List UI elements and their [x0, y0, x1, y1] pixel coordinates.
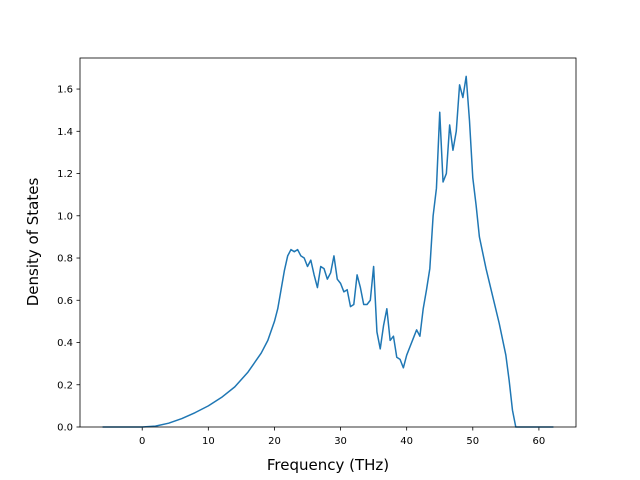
y-tick-label: 0.0	[57, 423, 73, 434]
x-tick-label: 10	[202, 436, 215, 447]
x-tick-label: 0	[139, 436, 145, 447]
x-axis-label: Frequency (THz)	[267, 456, 389, 474]
x-tick-label: 40	[400, 436, 413, 447]
x-tick-label: 20	[268, 436, 281, 447]
data-line	[102, 75, 554, 428]
plot-frame	[79, 57, 577, 428]
y-tick-label: 0.4	[57, 338, 73, 349]
y-tick-label: 0.2	[57, 380, 73, 391]
y-axis-label: Density of States	[24, 178, 42, 307]
y-tick-label: 1.0	[57, 211, 73, 222]
x-tick-label: 50	[466, 436, 479, 447]
y-tick-label: 0.6	[57, 296, 73, 307]
x-tick-label: 30	[334, 436, 347, 447]
y-tick-label: 0.8	[57, 254, 73, 265]
y-tick-label: 1.4	[57, 127, 73, 138]
x-tick-label: 60	[533, 436, 546, 447]
y-tick-label: 1.6	[57, 85, 73, 96]
y-tick-label: 1.2	[57, 169, 73, 180]
